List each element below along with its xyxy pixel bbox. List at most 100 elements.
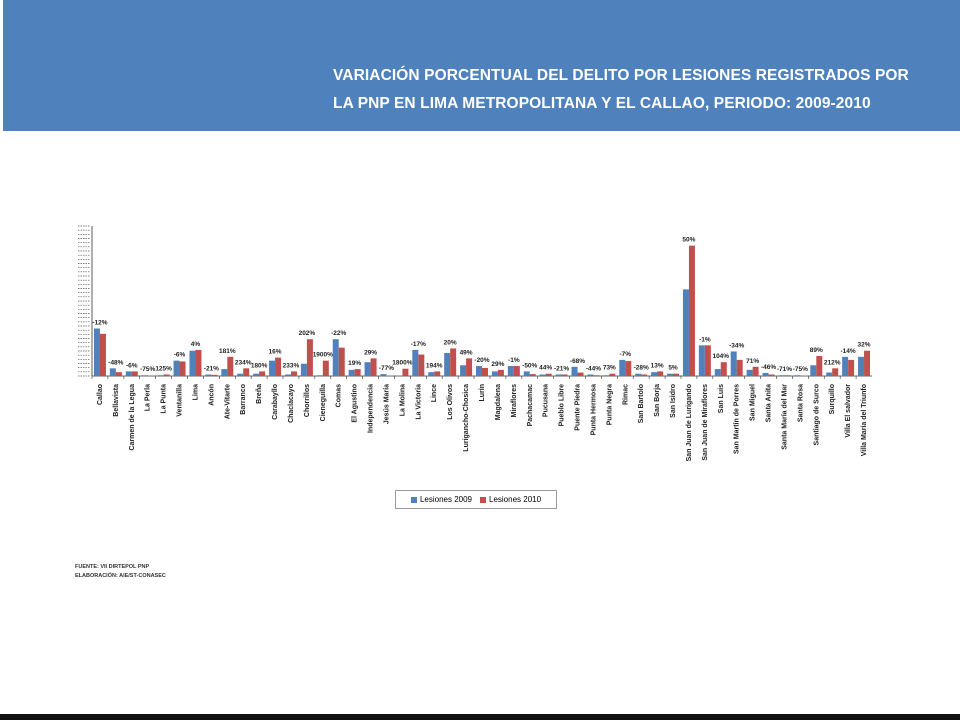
bar-2009	[523, 371, 530, 376]
data-label: 202%	[299, 330, 316, 337]
x-tick-label: San Borja	[654, 384, 661, 417]
bar-2010	[673, 373, 680, 376]
x-tick-label: Jesús María	[383, 384, 390, 424]
data-label: 73%	[603, 365, 616, 372]
bar-2009	[491, 371, 498, 376]
chart-legend: Lesiones 2009 Lesiones 2010	[395, 490, 557, 509]
x-tick-label: Punta Negra	[606, 384, 613, 425]
x-tick-label: San Isidro	[670, 384, 677, 418]
bar-2010	[450, 348, 457, 376]
x-tick-label: Lurigancho-Chosica	[463, 384, 470, 452]
bar-2009	[635, 373, 642, 376]
data-label: 194%	[426, 362, 443, 369]
bar-2010	[338, 347, 345, 376]
data-label: 29%	[491, 361, 504, 368]
bar-2009	[253, 373, 260, 376]
bar-2009	[109, 368, 116, 376]
legend-item-2009: Lesiones 2009	[410, 495, 472, 504]
bar-2010	[625, 361, 632, 376]
bar-2009	[714, 369, 721, 376]
data-label: 89%	[810, 347, 823, 354]
data-label: -21%	[204, 365, 219, 372]
x-tick-label: Rimac	[622, 384, 629, 405]
bar-2010	[275, 357, 282, 376]
bar-2009	[205, 374, 212, 376]
bar-2009	[284, 374, 291, 376]
data-label: 234%	[235, 359, 252, 366]
bar-2010	[402, 368, 409, 376]
header-banner	[3, 0, 960, 131]
data-label: 125%	[155, 365, 172, 372]
bar-2010	[259, 371, 266, 376]
bar-2010	[211, 374, 218, 376]
x-tick-label: Carabayllo	[272, 384, 279, 420]
bar-2010	[163, 374, 170, 376]
data-label: 19%	[348, 360, 361, 367]
x-tick-label: Ventanilla	[177, 384, 184, 417]
bar-2009	[826, 372, 833, 376]
bar-2010	[545, 373, 552, 376]
data-label: 71%	[746, 358, 759, 365]
data-label: 44%	[539, 365, 552, 372]
data-label: -44%	[586, 365, 601, 372]
data-label: 212%	[824, 359, 841, 366]
x-tick-label: Callao	[97, 384, 104, 405]
x-tick-label: Santa Rosa	[797, 384, 804, 422]
bar-2010	[115, 372, 122, 376]
bar-2010	[227, 356, 234, 376]
bar-2009	[619, 359, 626, 376]
bar-2010	[768, 374, 775, 376]
x-tick-label: Punta Hermosa	[590, 384, 597, 435]
data-label: 13%	[651, 362, 664, 369]
bar-2010	[816, 356, 823, 376]
bar-2009	[316, 375, 323, 376]
x-tick-label: Santa Anita	[766, 384, 773, 422]
bar-2010	[593, 375, 600, 376]
bar-2010	[466, 358, 473, 376]
x-tick-label: Pucusana	[543, 384, 550, 417]
x-tick-label: Barranco	[240, 384, 247, 415]
x-tick-label: Comas	[336, 384, 343, 407]
bar-2010	[848, 359, 855, 376]
x-tick-label: San Bartolo	[638, 384, 645, 423]
x-tick-label: Santiago de Surco	[813, 384, 820, 445]
data-label: -77%	[379, 365, 394, 372]
bar-2009	[762, 372, 769, 376]
data-label: 233%	[283, 362, 300, 369]
data-label: 16%	[269, 349, 282, 356]
bar-2009	[237, 373, 244, 376]
data-label: -28%	[634, 365, 649, 372]
bar-2009	[698, 345, 705, 376]
bar-2009	[444, 353, 451, 376]
data-label: -68%	[570, 358, 585, 365]
bar-2009	[364, 362, 371, 376]
bar-2010	[243, 368, 250, 376]
source-notes: FUENTE: VII DIRTEPOL PNP ELABORACIÓN: AI…	[75, 563, 166, 581]
bar-2010	[577, 372, 584, 376]
x-tick-label: Independencia	[368, 384, 375, 433]
data-label: 32%	[858, 342, 871, 349]
data-label: -48%	[108, 359, 123, 366]
bar-2009	[300, 363, 307, 376]
legend-item-2010: Lesiones 2010	[480, 495, 541, 504]
bar-2009	[380, 374, 387, 376]
data-label: -7%	[619, 351, 631, 358]
bar-2009	[141, 375, 148, 376]
data-label: -75%	[793, 366, 808, 373]
bar-2010	[513, 366, 520, 376]
bar-2009	[428, 372, 435, 376]
x-tick-label: San Juan de Miraflores	[702, 384, 709, 461]
bar-2009	[794, 375, 801, 376]
data-label: 20%	[444, 339, 457, 346]
data-label: -46%	[761, 364, 776, 371]
data-label: -20%	[474, 357, 489, 364]
bar-2010	[752, 366, 759, 376]
legend-label-2010: Lesiones 2010	[489, 495, 542, 504]
bar-2010	[418, 354, 425, 376]
bar-2010	[497, 369, 504, 376]
x-tick-label: Pueblo Libre	[559, 384, 566, 427]
data-label: -17%	[411, 341, 426, 348]
source-fuente: FUENTE: VII DIRTEPOL PNP	[75, 564, 150, 570]
bar-2010	[322, 360, 329, 376]
